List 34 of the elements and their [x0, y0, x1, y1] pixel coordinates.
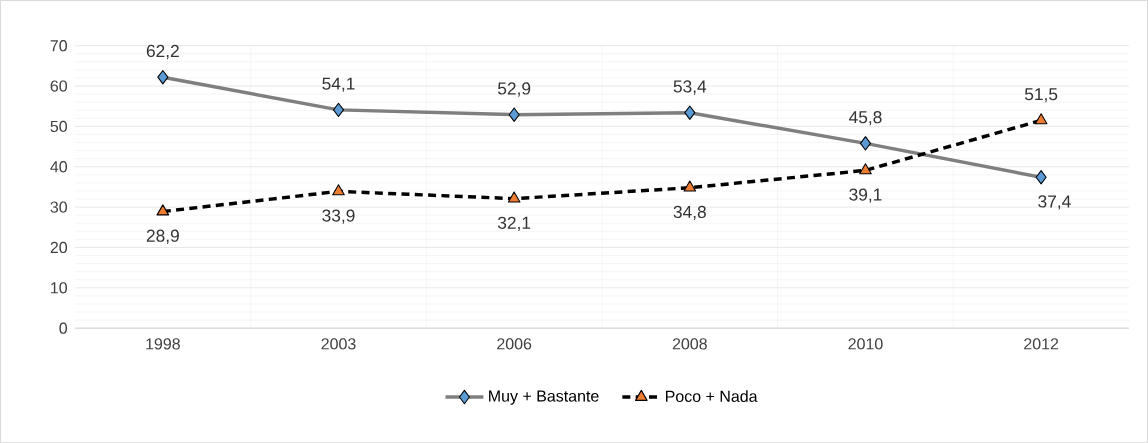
data-label: 28,9 — [146, 229, 179, 244]
y-tick-label: 0 — [59, 322, 68, 334]
data-label: 53,4 — [673, 80, 707, 95]
x-tick-label: 2008 — [672, 338, 707, 350]
data-label: 32,1 — [497, 216, 531, 231]
point — [1034, 113, 1048, 125]
data-label: 52,9 — [497, 82, 531, 97]
data-label: 62,2 — [146, 44, 179, 60]
legend-label: Muy + Bastante — [489, 390, 599, 405]
point — [332, 184, 345, 196]
data-label: 45,8 — [849, 110, 882, 126]
data-label: 51,5 — [1024, 88, 1058, 103]
point — [683, 180, 697, 192]
x-tick-label: 2012 — [1024, 338, 1059, 350]
y-tick-label: 40 — [50, 161, 68, 173]
data-label: 34,8 — [673, 205, 706, 221]
y-tick-label: 60 — [50, 80, 68, 92]
y-tick-label: 10 — [51, 282, 68, 294]
point — [859, 163, 872, 175]
y-tick-label: 50 — [50, 120, 68, 132]
x-tick-label: 2003 — [321, 338, 356, 350]
x-tick-label: 2010 — [848, 338, 883, 350]
x-tick-label: 2006 — [497, 338, 532, 350]
x-tick-label: 1998 — [146, 338, 180, 350]
data-label: 39,1 — [849, 188, 882, 203]
y-tick-label: 30 — [50, 201, 68, 213]
data-label: 54,1 — [322, 77, 355, 92]
data-label: 33,9 — [322, 209, 355, 224]
legend-label: Poco + Nada — [665, 390, 758, 402]
data-label: 37,4 — [1038, 195, 1071, 210]
point — [156, 204, 170, 216]
y-tick-label: 20 — [50, 241, 68, 254]
y-tick-label: 70 — [50, 39, 68, 52]
point — [507, 191, 521, 203]
